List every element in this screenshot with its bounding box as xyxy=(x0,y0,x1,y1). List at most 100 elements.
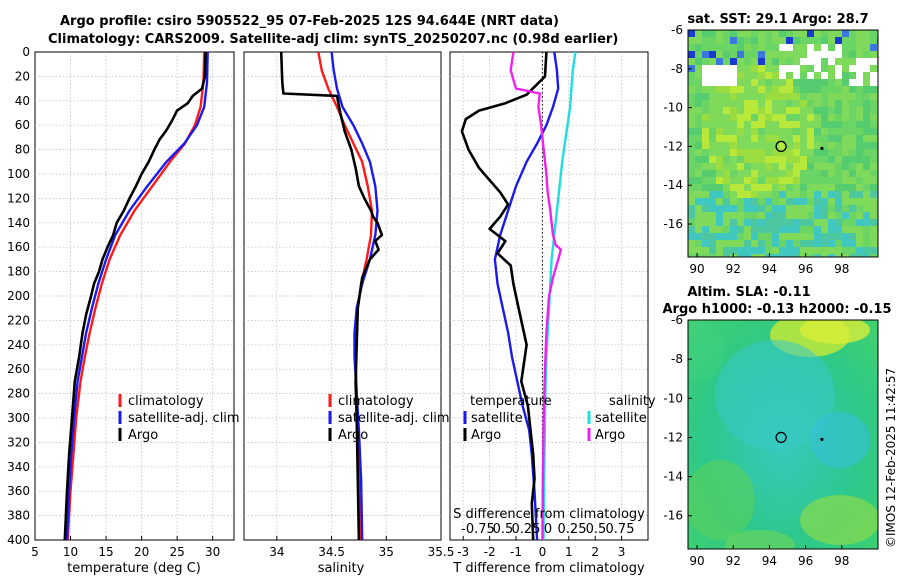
sst-cell xyxy=(688,128,696,136)
sst-cell xyxy=(723,156,731,164)
sst-cell xyxy=(786,170,794,178)
sst-cell xyxy=(688,219,696,227)
sst-cell xyxy=(737,128,745,136)
sst-cell xyxy=(786,72,794,80)
sst-cell xyxy=(744,30,752,38)
map-x-tick-label: 96 xyxy=(798,262,813,276)
sst-cell xyxy=(800,72,808,80)
sst-cell xyxy=(779,51,787,59)
sst-cell xyxy=(751,65,759,73)
sst-cell xyxy=(737,156,745,164)
sst-cell xyxy=(751,212,759,220)
sst-cell xyxy=(737,86,745,94)
map-x-tick-label: 92 xyxy=(726,554,741,568)
sst-cell xyxy=(702,226,710,234)
temperature-xlabel: temperature (deg C) xyxy=(67,561,201,576)
sst-cell xyxy=(856,86,864,94)
sst-cell xyxy=(870,100,878,108)
temperature-lines xyxy=(63,52,209,540)
sst-cell xyxy=(779,121,787,129)
sst-cell xyxy=(772,72,780,80)
sst-cell xyxy=(730,170,738,178)
sst-cell xyxy=(807,44,815,52)
sst-cell xyxy=(814,51,822,59)
sst-cell xyxy=(814,44,822,52)
sst-cell xyxy=(786,142,794,150)
sst-cell xyxy=(772,65,780,73)
sst-cell xyxy=(737,163,745,171)
sst-cell xyxy=(723,177,731,185)
sst-cell xyxy=(695,37,703,45)
sst-cell xyxy=(828,135,836,143)
sst-cell xyxy=(786,79,794,87)
sst-cell xyxy=(842,254,850,257)
sst-cell xyxy=(716,191,724,199)
sst-cell xyxy=(744,205,752,213)
sst-cell xyxy=(863,65,871,73)
sla-map-panel: Altim. SLA: -0.11 Argo h1000: -0.13 h200… xyxy=(662,285,891,568)
sst-cell xyxy=(828,93,836,101)
sst-cell xyxy=(835,163,843,171)
sst-cell xyxy=(863,51,871,59)
sst-cell xyxy=(835,184,843,192)
sst-cell xyxy=(716,128,724,136)
sst-cell xyxy=(842,121,850,129)
sst-cell xyxy=(772,212,780,220)
sst-cell xyxy=(702,233,710,241)
sst-cell xyxy=(730,65,738,73)
sst-cell xyxy=(800,198,808,206)
sst-cell xyxy=(716,247,724,255)
sst-cell xyxy=(849,163,857,171)
sst-cell xyxy=(765,37,773,45)
sst-cell xyxy=(744,156,752,164)
sst-cell xyxy=(779,156,787,164)
sst-cell xyxy=(870,247,878,255)
sst-cell xyxy=(709,86,717,94)
sst-cell xyxy=(849,135,857,143)
sst-cell xyxy=(758,135,766,143)
sst-cell xyxy=(702,65,710,73)
sst-cell xyxy=(821,149,829,157)
sst-cell xyxy=(737,247,745,255)
sst-cell xyxy=(716,156,724,164)
sst-cell xyxy=(751,149,759,157)
x-tick-label: -1 xyxy=(510,545,522,559)
sst-cell xyxy=(758,114,766,122)
sst-cell xyxy=(870,198,878,206)
sst-cell xyxy=(807,177,815,185)
sst-cell xyxy=(842,149,850,157)
sst-cell xyxy=(800,156,808,164)
sst-cell xyxy=(695,163,703,171)
sst-cell xyxy=(709,219,717,227)
map-y-tick-label: -14 xyxy=(663,470,683,484)
sst-cell xyxy=(709,100,717,108)
sst-cell xyxy=(828,226,836,234)
legend-label-satellite: satellite-adj. clim xyxy=(128,411,240,426)
depth-tick-label: 160 xyxy=(7,240,30,254)
sst-cell xyxy=(765,79,773,87)
sst-cell xyxy=(730,212,738,220)
sst-cell xyxy=(842,226,850,234)
sst-cell xyxy=(730,79,738,87)
sst-cell xyxy=(842,142,850,150)
sst-cell xyxy=(870,128,878,136)
sst-cell xyxy=(800,30,808,38)
sst-cell xyxy=(772,240,780,248)
sst-cell xyxy=(716,254,724,257)
sst-cell xyxy=(835,72,843,80)
sst-cell xyxy=(765,107,773,115)
sst-cell xyxy=(842,30,850,38)
sst-cell xyxy=(870,121,878,129)
sst-cell xyxy=(751,128,759,136)
sst-cell xyxy=(870,163,878,171)
sst-cell xyxy=(856,114,864,122)
sst-map-panel: sat. SST: 29.1 Argo: 28.7 90 92 94 96 98 -6 -8… xyxy=(663,12,879,276)
sst-cell xyxy=(688,58,696,66)
sst-cell xyxy=(730,247,738,255)
map-dot xyxy=(820,437,824,441)
legend-label-s-argo: Argo xyxy=(595,428,625,443)
sst-cell xyxy=(842,170,850,178)
sst-cell xyxy=(688,191,696,199)
sst-cell xyxy=(793,149,801,157)
sst-cell xyxy=(800,226,808,234)
